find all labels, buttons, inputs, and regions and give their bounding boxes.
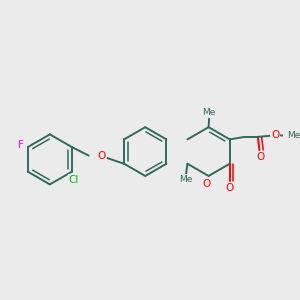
Text: Cl: Cl bbox=[69, 175, 79, 185]
Text: O: O bbox=[226, 183, 234, 193]
Text: O: O bbox=[202, 179, 210, 189]
Text: Me: Me bbox=[179, 175, 193, 184]
Text: O: O bbox=[271, 130, 279, 140]
Text: O: O bbox=[256, 152, 264, 162]
Text: O: O bbox=[98, 151, 106, 161]
Text: Me: Me bbox=[287, 131, 300, 140]
Text: Me: Me bbox=[202, 108, 216, 117]
Text: F: F bbox=[18, 140, 24, 150]
